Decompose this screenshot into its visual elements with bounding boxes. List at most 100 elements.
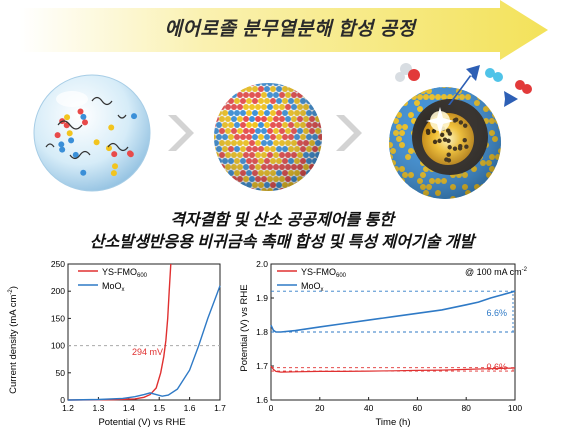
nanoparticle bbox=[294, 194, 300, 200]
shell-particle bbox=[501, 106, 507, 112]
precursor-particle bbox=[59, 146, 66, 153]
nanoparticle bbox=[324, 134, 330, 140]
nanoparticle bbox=[330, 146, 336, 152]
nanoparticle bbox=[309, 92, 315, 98]
nanoparticle bbox=[324, 170, 330, 176]
shell-particle bbox=[408, 196, 414, 199]
nanoparticle bbox=[228, 86, 234, 92]
nanoparticle bbox=[300, 182, 306, 188]
nanoparticle bbox=[330, 170, 336, 176]
nanoparticle bbox=[282, 74, 288, 80]
shell-particle bbox=[429, 87, 435, 88]
precursor-particle bbox=[82, 119, 89, 126]
shell-particle bbox=[495, 94, 501, 100]
nanoparticle bbox=[228, 194, 234, 200]
shell-particle bbox=[405, 94, 411, 100]
shell-particle bbox=[471, 87, 477, 88]
precursor-particle bbox=[77, 108, 84, 115]
nanoparticle bbox=[252, 74, 258, 80]
nanoparticle bbox=[327, 104, 333, 110]
shell-particle bbox=[396, 100, 402, 106]
nanoparticle bbox=[252, 194, 258, 200]
y-tick-label: 50 bbox=[56, 368, 66, 378]
nanoparticle bbox=[327, 188, 333, 194]
shell-particle bbox=[486, 88, 492, 94]
shell-particle bbox=[495, 190, 501, 196]
nanoparticle bbox=[207, 128, 213, 134]
nanoparticle bbox=[318, 194, 324, 200]
nanoparticle bbox=[219, 83, 225, 86]
nanoparticle bbox=[225, 188, 231, 191]
nanoparticle bbox=[318, 86, 322, 92]
shell-particle bbox=[498, 184, 501, 190]
shell-particle bbox=[408, 88, 414, 94]
nanoparticle bbox=[321, 92, 322, 98]
nanoparticle bbox=[214, 170, 216, 176]
shell-particle bbox=[501, 130, 507, 136]
x-tick-label: 1.7 bbox=[214, 403, 226, 413]
nanoparticle bbox=[291, 83, 297, 86]
nanoparticle bbox=[288, 194, 294, 200]
shell-particle bbox=[492, 184, 498, 190]
x-tick-label: 40 bbox=[364, 403, 374, 413]
nanoparticle bbox=[214, 176, 219, 182]
nanoparticle bbox=[324, 194, 330, 200]
legend-label-moox: MoOx bbox=[301, 281, 324, 293]
nanoparticle bbox=[240, 74, 246, 80]
shell-particle bbox=[483, 94, 489, 100]
nanoparticle bbox=[312, 170, 318, 176]
shell-particle bbox=[390, 88, 396, 94]
precursor-particle bbox=[127, 151, 134, 158]
x-tick-label: 1.6 bbox=[184, 403, 196, 413]
synthesis-illustration bbox=[33, 63, 532, 200]
headline-line-2: 산소발생반응용 비귀금속 촉매 합성 및 특성 제어기술 개발 bbox=[89, 234, 475, 251]
shell-particle bbox=[389, 124, 390, 130]
shell-particle bbox=[501, 82, 507, 88]
shell-particle bbox=[393, 106, 399, 112]
shell-particle bbox=[498, 112, 501, 118]
nanoparticle bbox=[324, 86, 330, 92]
nanoparticle bbox=[210, 194, 216, 200]
ys-degradation-label: 0.6% bbox=[486, 362, 507, 372]
shell-particle bbox=[389, 172, 390, 178]
nanoparticle bbox=[214, 98, 216, 104]
nanoparticle bbox=[321, 104, 322, 110]
shell-particle bbox=[389, 184, 390, 190]
shell-particle bbox=[492, 172, 498, 178]
nanoparticle bbox=[327, 140, 333, 146]
shell-particle bbox=[489, 87, 495, 88]
nanoparticle bbox=[324, 146, 330, 152]
chevron-right-icon bbox=[336, 115, 362, 151]
shell-particle bbox=[495, 178, 501, 184]
shell-particle bbox=[389, 196, 390, 199]
y-tick-label: 150 bbox=[51, 313, 65, 323]
nanoparticle bbox=[216, 98, 222, 104]
x-tick-label: 1.4 bbox=[123, 403, 135, 413]
nanoparticle bbox=[285, 188, 291, 191]
shell-particle bbox=[492, 100, 498, 106]
shell-particle bbox=[389, 160, 390, 166]
shell-particle bbox=[389, 118, 393, 124]
legend: YS-FMO600 MoOx bbox=[78, 267, 148, 293]
shell-particle bbox=[480, 196, 486, 199]
x-tick-label: 1.3 bbox=[92, 403, 104, 413]
shell-particle bbox=[501, 118, 507, 124]
shell-particle bbox=[498, 172, 501, 178]
nanoparticle bbox=[214, 86, 216, 92]
shell-particle bbox=[393, 87, 399, 88]
nanoparticle bbox=[312, 74, 318, 80]
shell-particle bbox=[492, 88, 498, 94]
process-arrow bbox=[20, 0, 548, 60]
nanoparticle bbox=[321, 176, 322, 182]
shell-particle bbox=[390, 112, 396, 118]
nanoparticle bbox=[207, 140, 213, 146]
nanoparticle bbox=[231, 188, 237, 191]
nanoparticle bbox=[321, 83, 322, 86]
nanoparticle bbox=[207, 80, 213, 86]
nanoparticle bbox=[324, 74, 330, 80]
shell-particle bbox=[389, 166, 393, 172]
shell-particle bbox=[405, 190, 411, 196]
nanoparticle bbox=[258, 74, 264, 80]
precursor-particle bbox=[66, 130, 73, 137]
nanoparticle bbox=[228, 182, 234, 188]
